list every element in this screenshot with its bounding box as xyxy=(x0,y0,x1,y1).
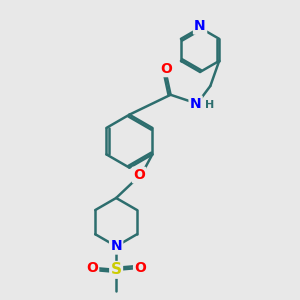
Text: H: H xyxy=(205,100,214,110)
Text: O: O xyxy=(133,168,145,182)
Text: N: N xyxy=(190,97,201,111)
Text: N: N xyxy=(110,239,122,253)
Text: O: O xyxy=(86,261,98,275)
Text: O: O xyxy=(160,62,172,76)
Text: N: N xyxy=(194,19,206,33)
Text: S: S xyxy=(111,262,122,277)
Text: O: O xyxy=(134,261,146,275)
